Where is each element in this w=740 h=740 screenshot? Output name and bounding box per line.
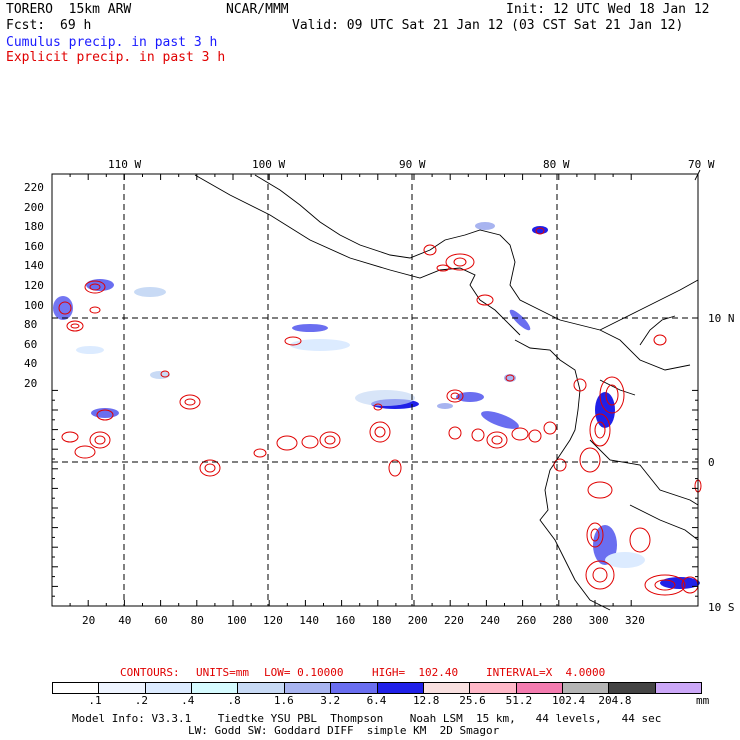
lat-label-0: 0: [708, 456, 715, 469]
legend-label: .2: [134, 694, 148, 707]
x-tick-label: 220: [444, 614, 464, 627]
legend-label: 204.8: [598, 694, 632, 707]
y-tick-label: 60: [24, 337, 38, 351]
explicit-precip-contours: [58, 227, 702, 596]
cumulus-precip-label: Cumulus precip. in past 3 h: [6, 35, 218, 50]
x-tick-label: 300: [588, 614, 609, 627]
init-time: Init: 12 UTC Wed 18 Jan 12: [506, 2, 710, 17]
y-tick-label: 220: [24, 181, 44, 194]
y-tick-label: 180: [24, 220, 44, 234]
model-title: TORERO 15km ARW: [6, 2, 132, 17]
coastline: [194, 169, 701, 611]
x-tick-label: 180: [371, 614, 392, 627]
contours-high: HIGH= 102.40: [372, 666, 459, 679]
x-tick-label: 320: [625, 614, 645, 627]
legend-label: .1: [88, 694, 102, 707]
x-tick-label: 120: [263, 614, 283, 627]
x-tick-label: 260: [516, 614, 537, 627]
legend-swatch: [98, 682, 146, 694]
x-tick-label: 280: [552, 614, 573, 627]
y-tick-label: 120: [24, 279, 44, 292]
x-tick-label: 100: [226, 614, 247, 627]
y-tick-label: 100: [24, 298, 44, 312]
y-tick-label: 40: [24, 357, 38, 371]
lon-label-100w: 100 W: [252, 158, 286, 171]
x-tick-label: 160: [335, 614, 356, 627]
lon-label-90w: 90 W: [399, 158, 426, 171]
legend-swatch: [515, 682, 564, 694]
lat-label-10n: 10 N: [708, 312, 735, 325]
legend-label: 3.2: [320, 694, 341, 707]
legend-unit: mm: [696, 694, 710, 707]
legend-label: .8: [227, 694, 241, 707]
legend-swatch: [237, 682, 285, 694]
lon-label-70w: 70 W: [688, 158, 715, 171]
legend-swatch: [608, 682, 656, 694]
legend-swatch: [144, 682, 193, 694]
legend-label: 6.4: [366, 694, 387, 707]
model-info-line2: LW: Godd SW: Goddard DIFF simple KM 2D S…: [188, 724, 500, 737]
axis-ticks: [51, 174, 698, 607]
y-tick-label: 140: [24, 259, 44, 273]
legend-label: 102.4: [552, 694, 586, 707]
contours-label: CONTOURS:: [120, 666, 180, 679]
legend-swatch: [654, 682, 703, 694]
x-tick-label: 240: [480, 614, 501, 627]
x-tick-label: 80: [190, 614, 204, 627]
x-tick-label: 40: [118, 614, 132, 627]
contours-units: UNITS=mm: [196, 666, 249, 679]
legend-swatch: [422, 682, 471, 694]
lat-label-10s: 10 S: [708, 601, 735, 614]
legend-swatch: [469, 682, 517, 694]
graticule: [52, 174, 698, 606]
x-tick-label: 60: [154, 614, 168, 627]
forecast-hour: 69 h: [60, 18, 92, 33]
forecast-label: Fcst:: [6, 18, 46, 33]
legend-label: 25.6: [459, 694, 486, 707]
valid-time: Valid: 09 UTC Sat 21 Jan 12 (03 CST Sat …: [292, 18, 684, 33]
legend-label: 12.8: [412, 694, 440, 707]
x-tick-label: 140: [299, 614, 320, 627]
legend-swatch: [52, 682, 100, 694]
legend-label: 51.2: [505, 694, 533, 707]
model-info-line1: Model Info: V3.3.1 Tiedtke YSU PBL Thomp…: [72, 712, 662, 725]
y-tick-label: 20: [24, 377, 38, 390]
legend-label: .4: [181, 694, 195, 707]
legend-swatch: [330, 682, 378, 694]
cumulus-precip-shading: [53, 222, 700, 589]
x-tick-label: 20: [82, 614, 96, 627]
lon-label-110w: 110 W: [108, 158, 142, 171]
legend-swatch: [562, 682, 610, 694]
explicit-precip-label: Explicit precip. in past 3 h: [6, 50, 226, 65]
contours-interval: INTERVAL=X 4.0000: [486, 666, 606, 679]
y-tick-label: 160: [24, 239, 44, 253]
y-tick-label: 200: [24, 200, 44, 214]
org-label: NCAR/MMM: [226, 2, 289, 17]
contours-low: LOW= 0.10000: [264, 666, 344, 679]
x-tick-label: 200: [407, 614, 428, 627]
legend-swatch: [191, 682, 239, 694]
y-tick-label: 80: [24, 318, 38, 332]
legend-label: 1.6: [273, 694, 294, 707]
legend-swatch: [376, 682, 424, 694]
legend-swatch: [283, 682, 332, 694]
lon-label-80w: 80 W: [543, 158, 570, 171]
